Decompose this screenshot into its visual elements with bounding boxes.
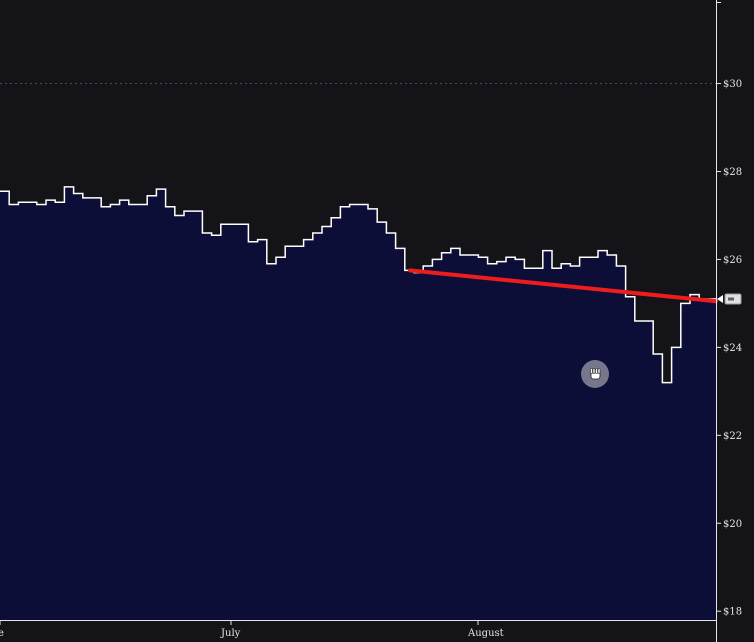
trendline[interactable] xyxy=(408,268,718,304)
hand-finger xyxy=(597,368,601,374)
grab-hand-icon xyxy=(590,368,601,380)
y-tick-label: $22 xyxy=(723,431,742,442)
series-area-fill xyxy=(0,186,716,620)
y-tick-label: $30 xyxy=(723,79,742,90)
hand-finger xyxy=(592,368,596,374)
last-value-arrow-icon xyxy=(717,295,723,304)
y-tick-label: $26 xyxy=(723,255,742,266)
last-value-marker xyxy=(717,293,742,305)
series-step-line xyxy=(0,186,716,384)
y-tick-label: $18 xyxy=(723,607,742,618)
price-tag-icon xyxy=(724,293,742,305)
drag-cursor xyxy=(581,360,609,388)
y-tick-label: $28 xyxy=(723,167,742,178)
y-tick-label: $20 xyxy=(723,519,742,530)
hand-finger xyxy=(590,368,593,374)
x-tick-label: e xyxy=(0,628,4,639)
x-tick-label: August xyxy=(467,628,504,639)
hand-finger xyxy=(595,368,598,374)
y-tick-label: $24 xyxy=(723,343,742,354)
x-tick-label: July xyxy=(220,628,241,639)
tag-detail xyxy=(728,297,734,301)
